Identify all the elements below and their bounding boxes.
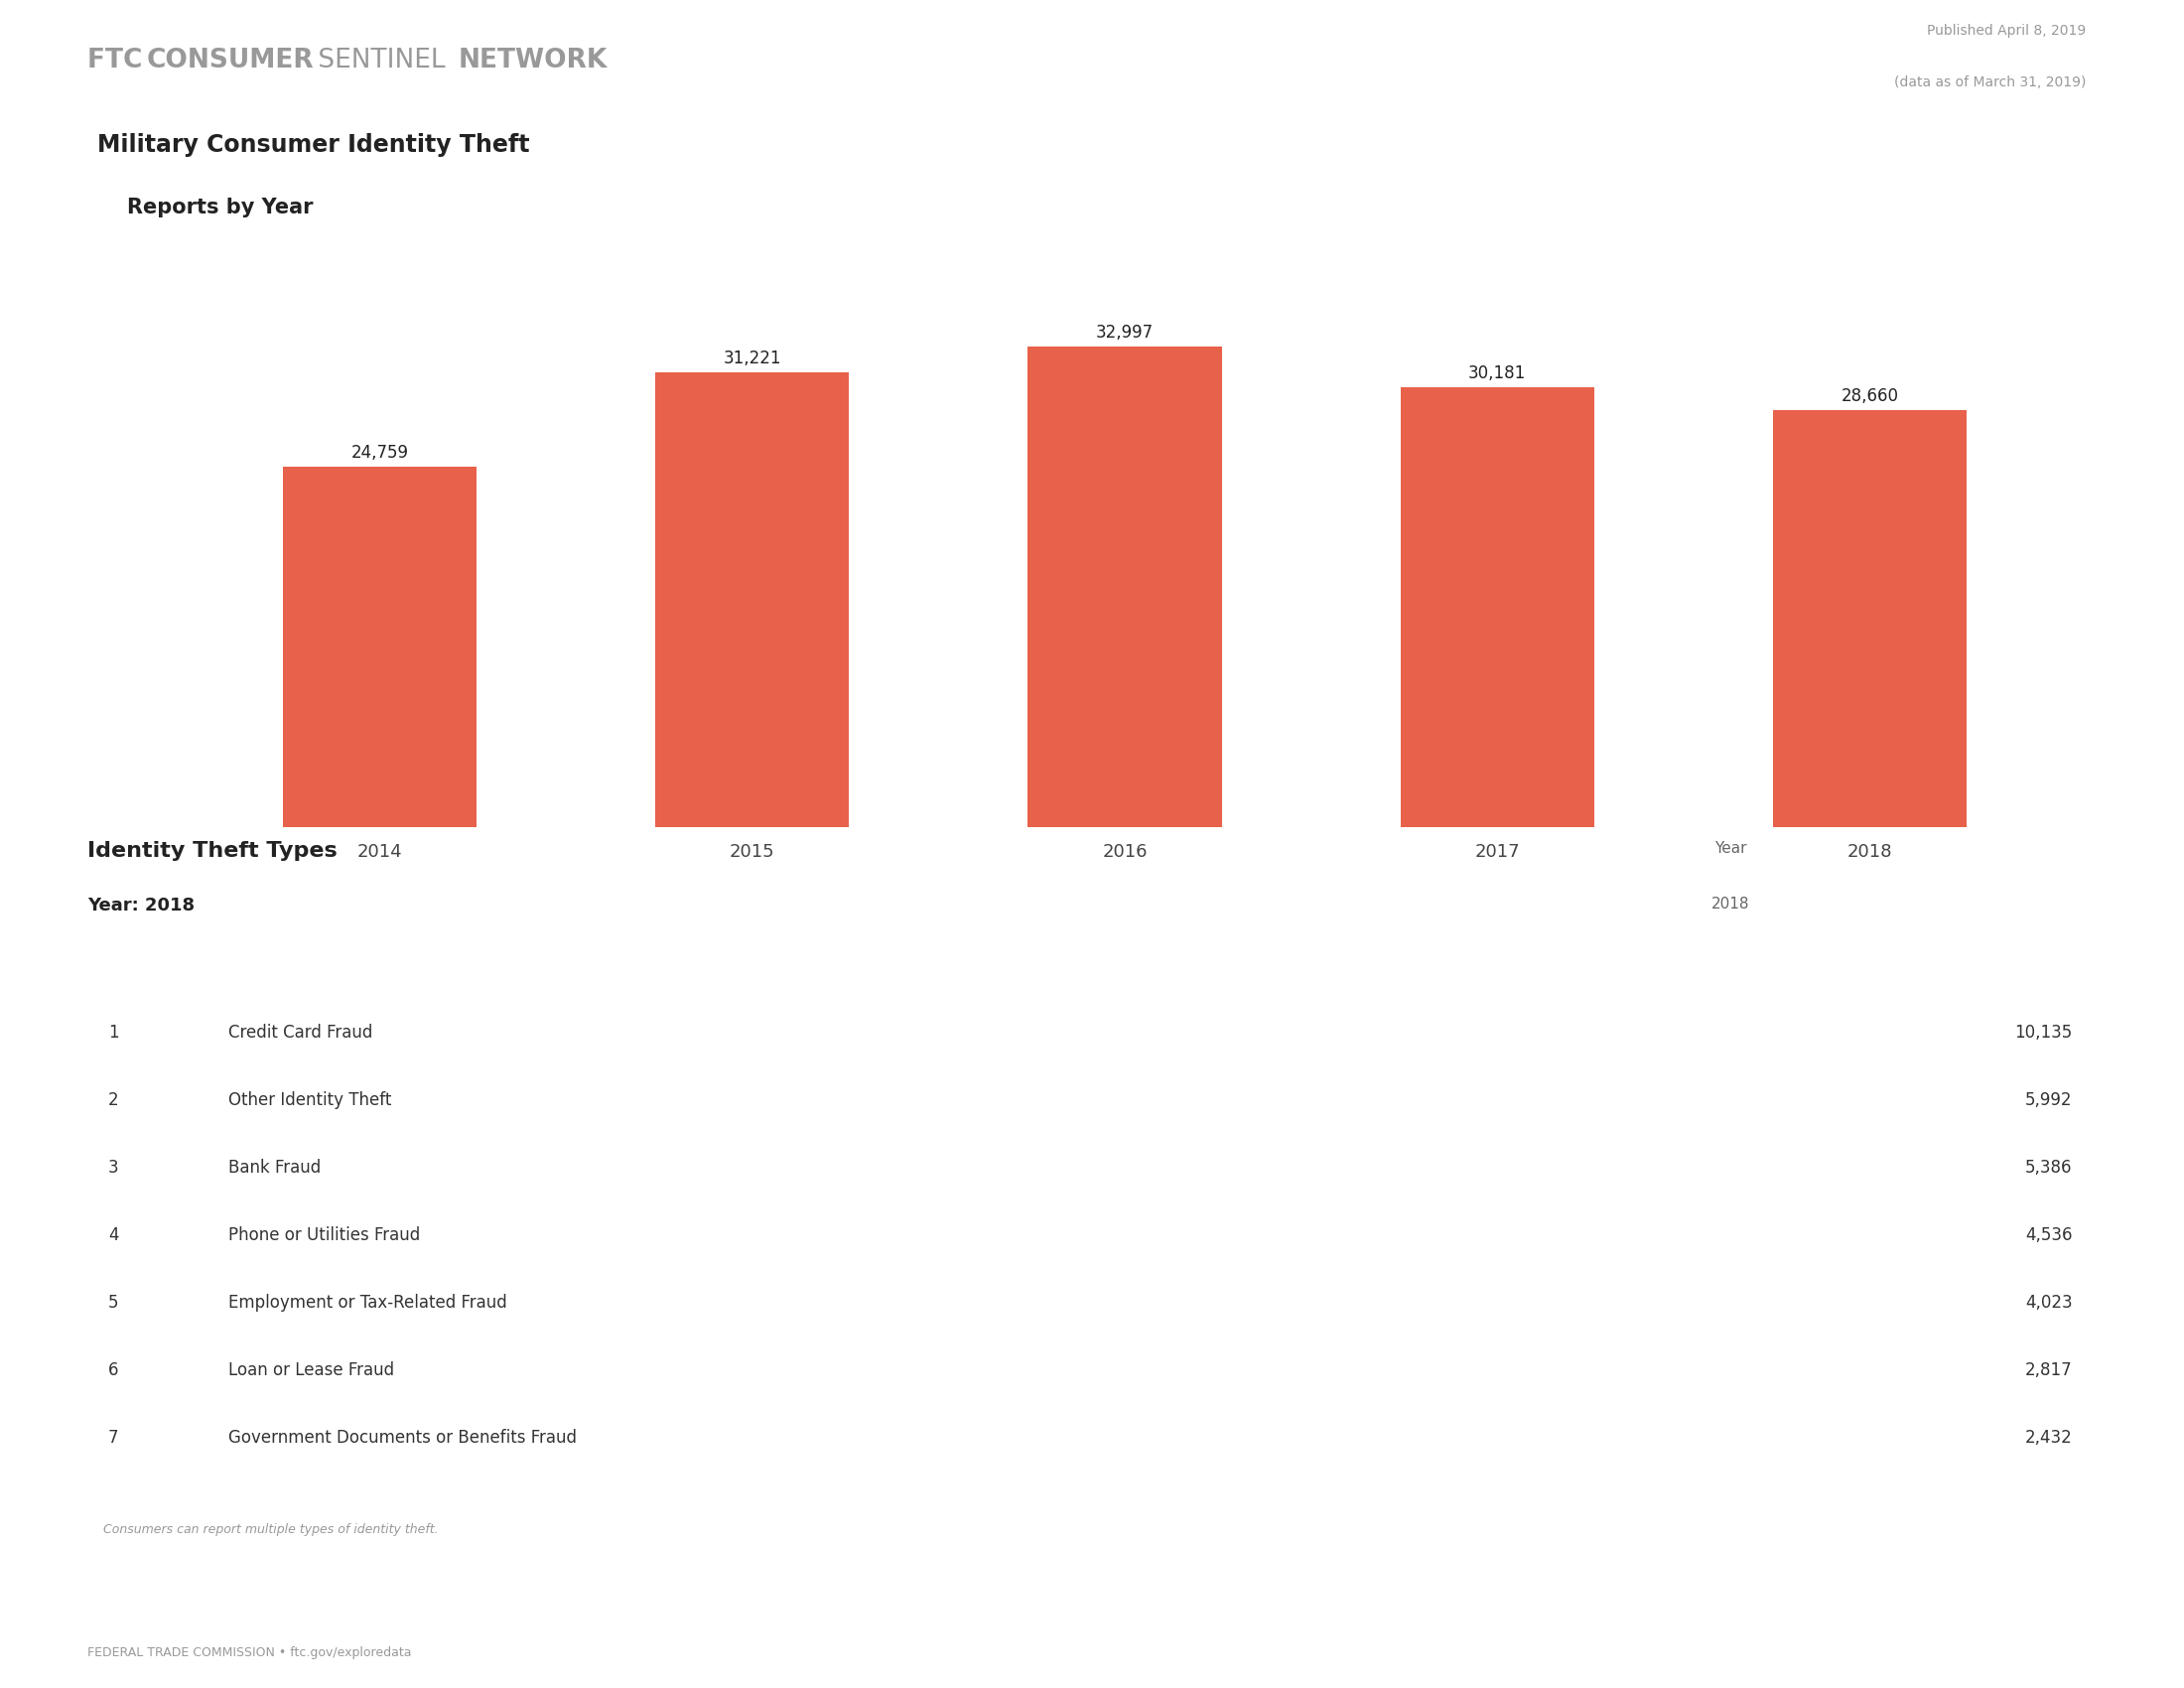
Text: Identity Theft Types: Identity Theft Types [87,841,336,861]
Text: 2,817: 2,817 [2025,1362,2073,1379]
Text: CONSUMER: CONSUMER [146,47,314,73]
Text: Theft Type: Theft Type [227,957,325,974]
Text: 28,660: 28,660 [1841,387,1898,405]
Text: Bank Fraud: Bank Fraud [227,1160,321,1177]
Bar [1029,346,1221,827]
Text: Rank: Rank [111,957,157,974]
Text: Phone or Utilities Fraud: Phone or Utilities Fraud [227,1227,419,1244]
Text: 24,759: 24,759 [352,444,408,461]
Text: 2018: 2018 [1712,896,1749,912]
Text: 4: 4 [109,1227,118,1244]
Text: NETWORK: NETWORK [459,47,607,73]
Text: Other Identity Theft: Other Identity Theft [227,1092,391,1109]
Text: 4,536: 4,536 [2025,1227,2073,1244]
Text: 5,386: 5,386 [2025,1160,2073,1177]
Bar [282,466,476,827]
Text: Loan or Lease Fraud: Loan or Lease Fraud [227,1362,393,1379]
Text: Government Documents or Benefits Fraud: Government Documents or Benefits Fraud [227,1430,577,1447]
Text: Employment or Tax-Related Fraud: Employment or Tax-Related Fraud [227,1295,507,1312]
Text: 4,023: 4,023 [2025,1295,2073,1312]
Text: Published April 8, 2019: Published April 8, 2019 [1926,24,2086,37]
Text: Consumers can report multiple types of identity theft.: Consumers can report multiple types of i… [103,1523,439,1536]
Bar [655,373,850,827]
Text: Reports by Year: Reports by Year [127,197,314,218]
Text: 32,997: 32,997 [1096,324,1153,341]
Bar [1400,388,1594,827]
Text: # of Reports: # of Reports [1955,957,2073,974]
Text: 2,432: 2,432 [2025,1430,2073,1447]
Text: (data as of March 31, 2019): (data as of March 31, 2019) [1894,76,2086,89]
Text: 5,992: 5,992 [2025,1092,2073,1109]
Text: Credit Card Fraud: Credit Card Fraud [227,1025,371,1041]
Text: 2: 2 [109,1092,118,1109]
Text: 7: 7 [109,1430,118,1447]
Text: FEDERAL TRADE COMMISSION • ftc.gov/exploredata: FEDERAL TRADE COMMISSION • ftc.gov/explo… [87,1646,411,1659]
Text: 1: 1 [109,1025,118,1041]
Text: Military Consumer Identity Theft: Military Consumer Identity Theft [98,133,531,157]
Text: 31,221: 31,221 [723,349,782,368]
Text: 5: 5 [109,1295,118,1312]
Text: 6: 6 [109,1362,118,1379]
Text: 3: 3 [109,1160,118,1177]
Bar [1773,410,1968,827]
Text: SENTINEL: SENTINEL [310,47,454,73]
Text: Year: Year [1714,841,1747,856]
Text: FTC: FTC [87,47,151,73]
Text: 10,135: 10,135 [2014,1025,2073,1041]
Text: Year: 2018: Year: 2018 [87,896,194,915]
Text: 30,181: 30,181 [1468,365,1527,383]
